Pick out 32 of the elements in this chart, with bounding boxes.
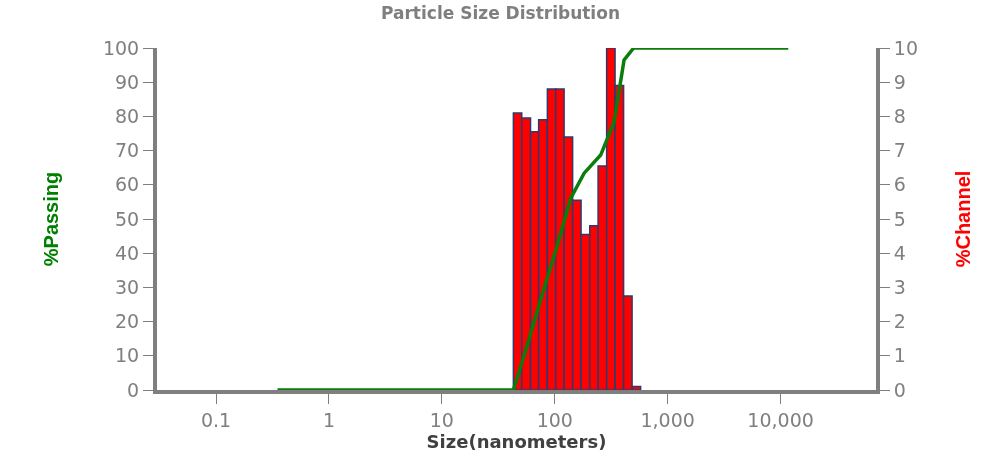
y-tick-label: 100 [102, 36, 140, 59]
y-tick-label: 40 [115, 241, 140, 264]
y-tick-label: 90 [115, 70, 140, 93]
y-axis-title: %Passing [39, 171, 62, 267]
y2-tick-label: 0 [893, 378, 906, 401]
y2-tick-label: 1 [893, 344, 906, 367]
y2-tick-label: 5 [893, 207, 906, 230]
y2-axis-title: %Channel [951, 170, 974, 268]
y-tick-label: 20 [115, 310, 140, 333]
y2-tick-label: 7 [893, 139, 906, 162]
y2-tick-label: 9 [893, 70, 906, 93]
x-tick-label: 10,000 [747, 408, 814, 431]
y-tick-label: 0 [127, 378, 140, 401]
x-tick-label: 1,000 [640, 408, 695, 431]
y-tick-label: 80 [115, 105, 140, 128]
y-tick-label: 10 [115, 344, 140, 367]
y-tick-label: 60 [115, 173, 140, 196]
y2-tick-label: 10 [893, 36, 918, 59]
y-tick-label: 70 [115, 139, 140, 162]
y-tick-label: 30 [115, 276, 140, 299]
x-tick-label: 1 [322, 408, 335, 431]
y2-tick-label: 3 [893, 276, 906, 299]
y2-tick-label: 6 [893, 173, 906, 196]
x-tick-label: 100 [536, 408, 573, 431]
y-tick-label: 50 [115, 207, 140, 230]
y2-tick-label: 2 [893, 310, 906, 333]
x-tick-label: 10 [429, 408, 454, 431]
chart-title: Particle Size Distribution [381, 2, 620, 23]
y2-tick-label: 8 [893, 105, 906, 128]
x-tick-label: 0.1 [200, 408, 232, 431]
x-axis-title: Size(nanometers) [426, 430, 607, 452]
y2-tick-label: 4 [893, 241, 906, 264]
